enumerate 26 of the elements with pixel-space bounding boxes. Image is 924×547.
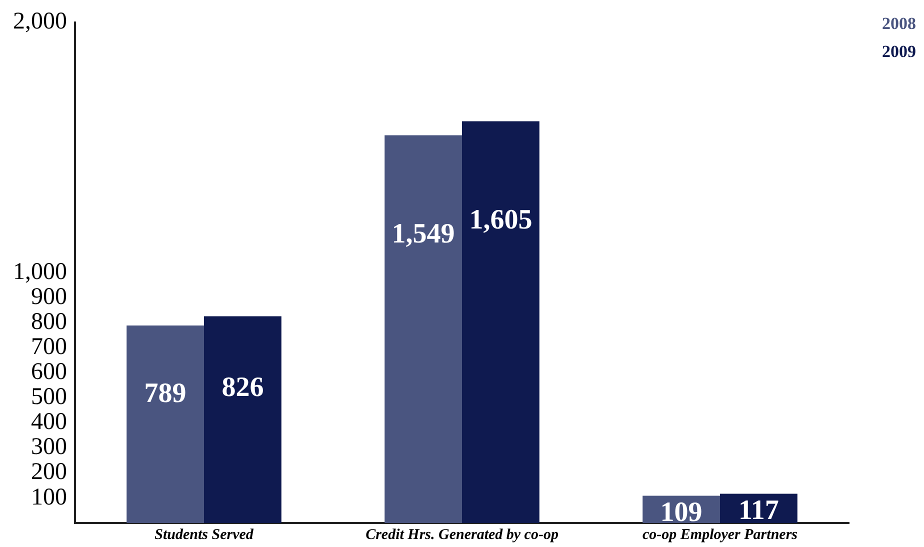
y-tick-label: 500 xyxy=(31,384,67,410)
bar xyxy=(384,135,462,523)
y-tick-label: 2,000 xyxy=(13,8,67,35)
y-tick-label: 200 xyxy=(31,459,67,486)
data-label: 789 xyxy=(144,378,186,409)
data-label: 109 xyxy=(660,496,702,528)
y-tick-label: 900 xyxy=(31,284,67,310)
text: 2009 xyxy=(882,42,916,62)
x-tick-label: Students Served xyxy=(154,526,254,543)
y-tick-label: 400 xyxy=(31,409,67,436)
y-tick-label: 600 xyxy=(31,359,67,386)
bar xyxy=(462,121,540,523)
bar xyxy=(126,326,204,523)
y-tick-label: 1,000 xyxy=(13,258,67,285)
data-label: 117 xyxy=(738,494,779,526)
x-tick-label: Credit Hrs. Generated by co-op xyxy=(366,526,559,543)
data-label: 1,549 xyxy=(392,218,455,250)
bar xyxy=(204,316,282,523)
y-tick-label: 800 xyxy=(31,309,67,336)
y-tick-label: 700 xyxy=(31,334,67,360)
data-label: 1,605 xyxy=(469,204,532,236)
y-tick-label: 100 xyxy=(31,484,67,510)
y-tick-label: 300 xyxy=(31,434,67,460)
x-tick-label: co-op Employer Partners xyxy=(642,526,798,543)
data-label: 826 xyxy=(222,372,264,403)
text: 2008 xyxy=(882,14,916,34)
